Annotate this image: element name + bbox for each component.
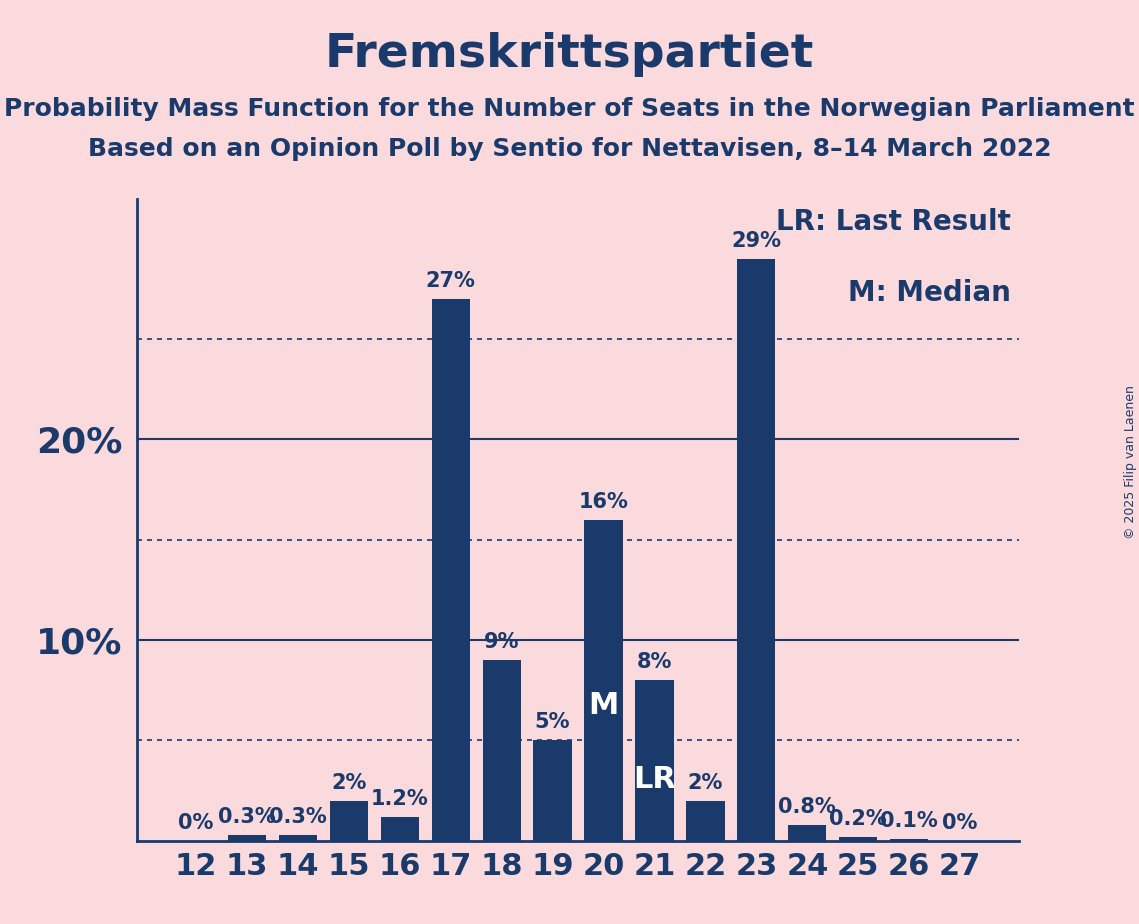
Text: 0%: 0% (942, 813, 978, 833)
Text: LR: LR (633, 765, 675, 795)
Text: 0.8%: 0.8% (778, 796, 836, 817)
Text: 0.3%: 0.3% (218, 807, 276, 827)
Bar (839, 837, 877, 841)
Text: 29%: 29% (731, 231, 781, 250)
Bar (380, 817, 419, 841)
Text: M: Median: M: Median (847, 279, 1010, 307)
Text: M: M (589, 691, 618, 721)
Bar (687, 801, 724, 841)
Bar (483, 661, 521, 841)
Text: 5%: 5% (535, 712, 571, 733)
Text: Probability Mass Function for the Number of Seats in the Norwegian Parliament: Probability Mass Function for the Number… (5, 97, 1134, 121)
Text: 2%: 2% (331, 772, 367, 793)
Bar (228, 834, 267, 841)
Text: 16%: 16% (579, 492, 629, 512)
Text: 0.3%: 0.3% (269, 807, 327, 827)
Bar (737, 259, 776, 841)
Bar (533, 740, 572, 841)
Bar (636, 680, 673, 841)
Text: LR: Last Result: LR: Last Result (776, 208, 1010, 237)
Text: 0.1%: 0.1% (880, 810, 939, 831)
Text: 27%: 27% (426, 271, 476, 291)
Bar (890, 839, 928, 841)
Text: 2%: 2% (688, 772, 723, 793)
Text: 0.2%: 0.2% (829, 808, 887, 829)
Text: 1.2%: 1.2% (371, 789, 428, 808)
Bar (584, 519, 623, 841)
Bar (329, 801, 368, 841)
Text: Based on an Opinion Poll by Sentio for Nettavisen, 8–14 March 2022: Based on an Opinion Poll by Sentio for N… (88, 137, 1051, 161)
Bar (788, 825, 827, 841)
Text: 0%: 0% (178, 813, 214, 833)
Text: 9%: 9% (484, 632, 519, 652)
Bar (432, 299, 469, 841)
Text: 8%: 8% (637, 652, 672, 673)
Bar (279, 834, 317, 841)
Text: Fremskrittspartiet: Fremskrittspartiet (325, 32, 814, 78)
Text: © 2025 Filip van Laenen: © 2025 Filip van Laenen (1124, 385, 1137, 539)
